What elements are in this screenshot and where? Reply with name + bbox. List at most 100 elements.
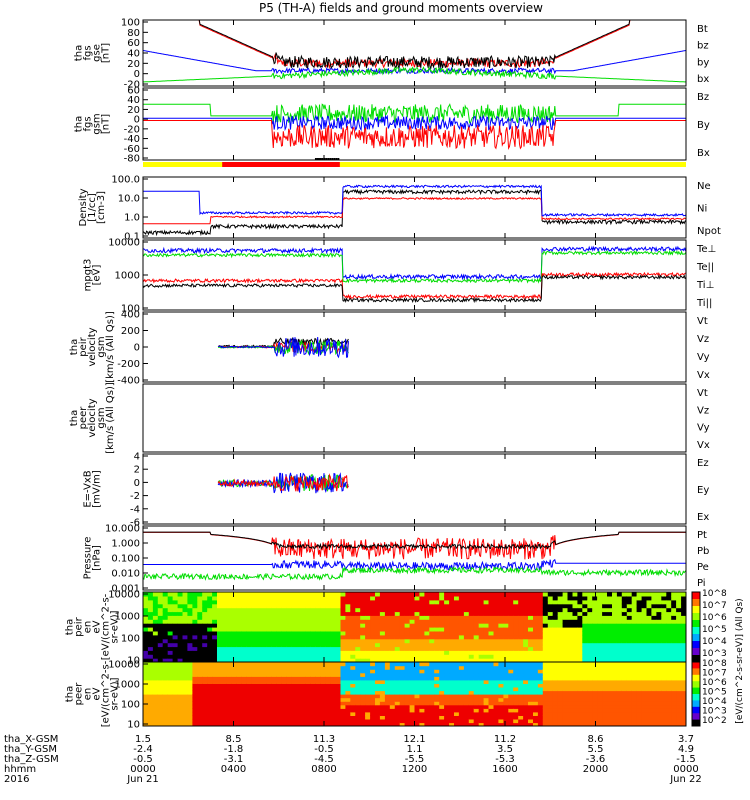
colorbar-tick: 10^7 — [702, 601, 727, 611]
ytick-label: 60 — [127, 38, 140, 49]
legend-fgs_gsm-0: Bz — [697, 92, 709, 103]
ytick-label: -80 — [124, 154, 140, 165]
xtick-hhmm: 0000 — [673, 764, 698, 775]
ytick-label: 20 — [127, 105, 140, 116]
ytick-label: -20 — [124, 124, 140, 135]
xtick-z: -4.5 — [314, 754, 334, 765]
xtick-x: 8.6 — [588, 734, 604, 745]
panel-frame — [142, 19, 687, 87]
xtick-y: 4.9 — [678, 744, 694, 755]
series-te-par — [143, 274, 686, 304]
ytick-label: 0 — [134, 115, 140, 126]
series-pi — [143, 558, 686, 572]
ytick-label: 0.1 — [124, 232, 140, 243]
ytick-label: 100 — [121, 634, 140, 645]
figure-title: P5 (TH-A) fields and ground moments over… — [259, 1, 543, 15]
legend-fgs_gse-1: bz — [697, 41, 709, 52]
ytick-label: -6 — [130, 518, 140, 529]
ytick-label: 1.000 — [111, 539, 140, 550]
ytick-label: 0 — [134, 343, 140, 354]
ytick-label: -60 — [124, 144, 140, 155]
xaxis-row-label: 2016 — [4, 774, 29, 785]
xtick-z: -5.5 — [405, 754, 425, 765]
mode-bar — [143, 158, 686, 167]
legend-peer_vel-0: Vt — [697, 388, 708, 399]
series-by — [143, 103, 686, 124]
xtick-y: -0.5 — [314, 744, 334, 755]
ytick-label: -400 — [117, 376, 140, 387]
colorbar-tick: 10^6 — [702, 678, 727, 688]
series-ti — [143, 249, 686, 284]
colorbar-tick: 10^8 — [702, 659, 727, 669]
ytick-label: 10000 — [108, 238, 140, 249]
ytick-label: 0 — [134, 69, 140, 80]
xtick-hhmm: 0000 — [130, 764, 155, 775]
ytick-label: 100 — [121, 304, 140, 315]
series-bz — [143, 120, 686, 150]
ylabel-peer_spec: thapeereneV[eV/(cm^2-s-sr-eV)] — [65, 660, 121, 727]
ytick-label: 10 — [127, 720, 140, 731]
colorbar: 10^810^710^610^510^410^310^810^710^610^5… — [691, 589, 745, 727]
ytick-label: 10.0 — [118, 194, 140, 205]
panel-peer_spec: 10000 1000 100 10 thapeereneV[eV/(cm^2-s-sr-… — [65, 660, 687, 731]
series-te-perp — [143, 271, 686, 300]
xtick-x: 11.3 — [313, 734, 335, 745]
ytick-label: -4 — [130, 504, 140, 515]
ytick-label: 4 — [134, 452, 140, 463]
panel-efield: Ez Ey Ex 4 2 0 -2 -4 -6 E=-VxB[mV/m] — [83, 452, 710, 529]
ytick-label: 0.001 — [111, 584, 140, 595]
xtick-x: 12.1 — [403, 734, 425, 745]
legend-peir_vel-0: Vt — [697, 316, 708, 327]
series-ex — [217, 472, 349, 494]
xtick-z: -5.3 — [495, 754, 515, 765]
xtick-z: -3.6 — [586, 754, 606, 765]
ytick-label: 10000 — [108, 590, 140, 601]
ylabel-peir_vel: thapeirvelocitygsm[km/s (All Qs)] — [69, 311, 116, 383]
series-by — [143, 66, 686, 83]
xtick-x: 1.5 — [135, 734, 151, 745]
ytick-label: 1000 — [115, 680, 140, 691]
ytick-label: 0.100 — [111, 554, 140, 565]
ytick-label: 80 — [127, 28, 140, 39]
ylabel-fgs_gse: thafgsgse[nT] — [74, 43, 112, 63]
series-bz — [143, 20, 686, 70]
legend-peer_vel-1: Vz — [697, 405, 709, 416]
ylabel-density: Density[1/cc][cm-3] — [78, 188, 107, 226]
legend-efield-0: Ez — [697, 458, 709, 469]
panel-peer_vel: Vt Vz Vy Vx thapeervelocitygsm[km/s (All Qs)… — [69, 382, 710, 454]
xaxis-row-label: tha_Y-GSM — [4, 744, 57, 755]
ytick-label: 200 — [121, 326, 140, 337]
xtick-date: Jun 22 — [669, 774, 702, 785]
legend-temp-3: Ti|| — [696, 298, 712, 309]
ytick-label: -20 — [124, 80, 140, 91]
legend-pressure-1: Pb — [697, 546, 709, 557]
ytick-label: 100 — [121, 700, 140, 711]
colorbar-tick: 10^4 — [702, 637, 727, 647]
panel-pressure: Pt Pb Pe Pi 10.000 1.000 0.100 0.010 0.001 Pressu… — [83, 524, 710, 595]
xtick-y: 1.1 — [407, 744, 423, 755]
xtick-z: -3.1 — [224, 754, 244, 765]
ylabel-temp: mpgt3[eV] — [83, 259, 103, 292]
ytick-label: -2 — [130, 491, 140, 502]
panel-temp: Te⊥ Te|| Ti⊥ Ti|| 10000 1000 100 mpgt3[eV] — [83, 238, 717, 315]
panel-density: Ne Ni Npot 100.0 10.0 1.0 0.1 Density[1/cc][cm-… — [78, 175, 721, 243]
xaxis-row-label: tha_Z-GSM — [4, 754, 59, 765]
series-ne — [143, 196, 686, 225]
colorbar-tick: 10^3 — [702, 707, 727, 717]
xtick-x: 8.5 — [226, 734, 242, 745]
legend-efield-2: Ex — [697, 512, 709, 523]
ytick-label: -40 — [124, 134, 140, 145]
ytick-label: 2 — [134, 465, 140, 476]
panel-frame — [142, 453, 687, 525]
ytick-label: 1.0 — [124, 213, 140, 224]
xtick-y: 5.5 — [588, 744, 604, 755]
xtick-hhmm: 0800 — [311, 764, 336, 775]
xtick-z: -1.5 — [676, 754, 696, 765]
xtick-hhmm: 1600 — [492, 764, 517, 775]
legend-temp-2: Ti⊥ — [696, 280, 714, 291]
ylabel-efield: E=-VxB[mV/m] — [83, 470, 103, 508]
legend-fgs_gse-0: Bt — [697, 24, 708, 35]
